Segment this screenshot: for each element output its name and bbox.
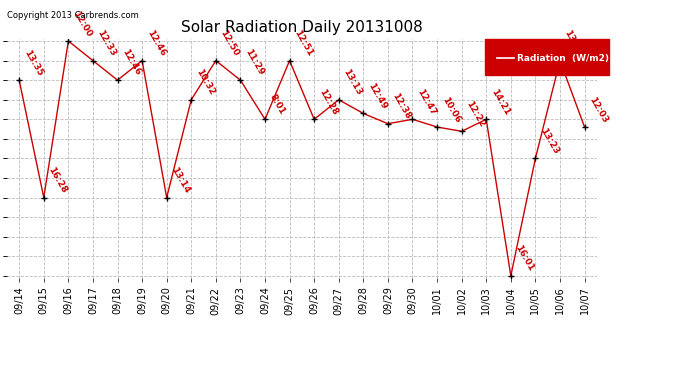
Text: Copyright 2013 Carbrends.com: Copyright 2013 Carbrends.com (7, 11, 139, 20)
Text: 12:38: 12:38 (391, 92, 413, 121)
Text: 16:01: 16:01 (513, 244, 535, 273)
FancyBboxPatch shape (485, 39, 609, 75)
Text: 12:46: 12:46 (145, 28, 167, 58)
Text: 10:06: 10:06 (440, 95, 462, 124)
Text: 13:46: 13:46 (563, 28, 585, 58)
Text: 13:23: 13:23 (538, 126, 560, 156)
Text: 12:22: 12:22 (464, 99, 486, 129)
Text: 13:14: 13:14 (170, 165, 192, 195)
Text: 10:32: 10:32 (194, 68, 216, 97)
Text: 13:13: 13:13 (342, 68, 364, 97)
Text: 12:51: 12:51 (293, 28, 315, 58)
Point (36, 342, 44, 346)
Text: 8:01: 8:01 (268, 93, 287, 117)
Text: 12:46: 12:46 (120, 48, 142, 77)
Text: 16:28: 16:28 (46, 165, 69, 195)
Text: 11:29: 11:29 (243, 48, 266, 77)
Text: 12:00: 12:00 (71, 9, 93, 38)
Text: 12:47: 12:47 (415, 87, 437, 117)
Text: 12:03: 12:03 (587, 95, 609, 124)
Text: 12:33: 12:33 (96, 28, 118, 58)
Text: 12:28: 12:28 (317, 87, 339, 117)
Text: 13:35: 13:35 (22, 48, 44, 77)
Text: 12:50: 12:50 (219, 28, 241, 58)
Text: 12:49: 12:49 (366, 81, 388, 111)
Title: Solar Radiation Daily 20131008: Solar Radiation Daily 20131008 (181, 20, 423, 35)
Point (35, 342, 43, 346)
Text: 14:21: 14:21 (489, 87, 511, 117)
Text: Radiation  (W/m2): Radiation (W/m2) (518, 54, 609, 63)
